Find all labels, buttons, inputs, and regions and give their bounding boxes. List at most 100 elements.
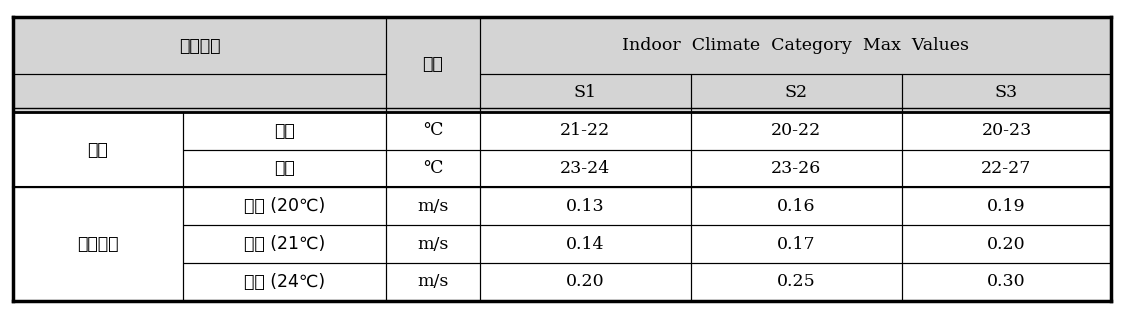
- Text: S3: S3: [995, 84, 1018, 101]
- Bar: [690, 187, 901, 225]
- Bar: [901, 263, 1112, 301]
- Bar: [901, 112, 1112, 149]
- Text: 0.25: 0.25: [777, 273, 815, 290]
- Bar: [480, 17, 1112, 74]
- Text: 0.20: 0.20: [987, 236, 1026, 252]
- Text: ℃: ℃: [423, 122, 443, 139]
- Bar: [387, 17, 480, 112]
- Text: 20-22: 20-22: [771, 122, 822, 139]
- Bar: [901, 225, 1112, 263]
- Bar: [901, 149, 1112, 187]
- Bar: [690, 74, 901, 112]
- Bar: [690, 225, 901, 263]
- Bar: [480, 112, 690, 149]
- Bar: [183, 187, 387, 225]
- Text: 0.19: 0.19: [987, 198, 1026, 215]
- Text: 0.17: 0.17: [777, 236, 815, 252]
- Bar: [183, 187, 387, 225]
- Bar: [690, 149, 901, 187]
- Bar: [901, 74, 1112, 112]
- Bar: [480, 225, 690, 263]
- Bar: [480, 187, 690, 225]
- Bar: [901, 74, 1112, 112]
- Bar: [480, 187, 690, 225]
- Bar: [901, 112, 1112, 149]
- Bar: [387, 263, 480, 301]
- Bar: [183, 149, 387, 187]
- Bar: [12, 74, 387, 112]
- Bar: [183, 225, 387, 263]
- Bar: [901, 187, 1112, 225]
- Bar: [183, 263, 387, 301]
- Bar: [12, 74, 387, 112]
- Text: 20-23: 20-23: [981, 122, 1032, 139]
- Text: m/s: m/s: [417, 198, 448, 215]
- Text: S2: S2: [785, 84, 808, 101]
- Bar: [690, 225, 901, 263]
- Bar: [690, 149, 901, 187]
- Bar: [690, 263, 901, 301]
- Text: 곸울 (21℃): 곸울 (21℃): [244, 235, 325, 253]
- Bar: [387, 225, 480, 263]
- Bar: [387, 149, 480, 187]
- Bar: [183, 112, 387, 149]
- Bar: [901, 149, 1112, 187]
- Bar: [387, 149, 480, 187]
- Bar: [387, 17, 480, 112]
- Text: 23-24: 23-24: [560, 160, 610, 177]
- Text: 기류속도: 기류속도: [78, 235, 118, 253]
- Bar: [901, 187, 1112, 225]
- Text: S1: S1: [573, 84, 597, 101]
- Bar: [480, 74, 690, 112]
- Text: 0.16: 0.16: [777, 198, 815, 215]
- Bar: [480, 149, 690, 187]
- Bar: [690, 74, 901, 112]
- Bar: [12, 17, 387, 74]
- Bar: [183, 149, 387, 187]
- Bar: [387, 187, 480, 225]
- Text: 여름 (24℃): 여름 (24℃): [244, 273, 325, 291]
- Bar: [480, 74, 690, 112]
- Bar: [183, 112, 387, 149]
- Text: 단위: 단위: [423, 55, 443, 73]
- Text: m/s: m/s: [417, 273, 448, 290]
- Bar: [387, 263, 480, 301]
- Text: 22-27: 22-27: [981, 160, 1032, 177]
- Bar: [12, 112, 183, 187]
- Text: 23-26: 23-26: [771, 160, 822, 177]
- Bar: [12, 187, 183, 301]
- Text: 여름: 여름: [274, 159, 294, 177]
- Bar: [480, 17, 1112, 74]
- Bar: [387, 112, 480, 149]
- Bar: [12, 112, 183, 187]
- Bar: [480, 263, 690, 301]
- Text: 21-22: 21-22: [560, 122, 610, 139]
- Text: m/s: m/s: [417, 236, 448, 252]
- Text: 실온: 실온: [88, 141, 108, 159]
- Bar: [480, 263, 690, 301]
- Bar: [12, 187, 183, 301]
- Bar: [690, 112, 901, 149]
- Text: 곸울 (20℃): 곸울 (20℃): [244, 197, 325, 215]
- Text: 0.30: 0.30: [987, 273, 1026, 290]
- Bar: [387, 112, 480, 149]
- Text: 평가항목: 평가항목: [179, 37, 220, 54]
- Bar: [480, 149, 690, 187]
- Bar: [480, 112, 690, 149]
- Text: 0.20: 0.20: [565, 273, 605, 290]
- Text: ℃: ℃: [423, 160, 443, 177]
- Bar: [901, 263, 1112, 301]
- Bar: [901, 225, 1112, 263]
- Bar: [690, 112, 901, 149]
- Bar: [690, 187, 901, 225]
- Bar: [387, 187, 480, 225]
- Bar: [183, 263, 387, 301]
- Text: 0.14: 0.14: [565, 236, 605, 252]
- Bar: [480, 225, 690, 263]
- Bar: [183, 225, 387, 263]
- Bar: [690, 263, 901, 301]
- Text: 곸울: 곸울: [274, 121, 294, 140]
- Bar: [387, 225, 480, 263]
- Text: 0.13: 0.13: [565, 198, 605, 215]
- Text: Indoor  Climate  Category  Max  Values: Indoor Climate Category Max Values: [622, 37, 969, 54]
